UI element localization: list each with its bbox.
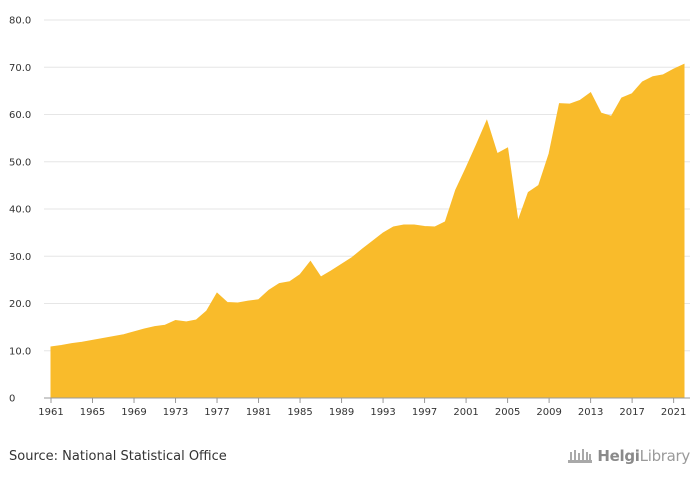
x-tick-label: 2005: [495, 407, 520, 418]
x-tick-label: 2021: [661, 407, 686, 418]
x-tick-label: 1961: [38, 407, 63, 418]
x-tick-label: 2017: [619, 407, 644, 418]
y-tick-label: 30.0: [9, 252, 31, 263]
y-axis: 0 10.0 20.0 30.0 40.0 50.0 60.0 70.0 80.0: [9, 16, 31, 405]
area-chart: 010.020.030.040.050.060.070.080.0 1961 19…: [9, 16, 690, 418]
y-tick-label: 10.0: [9, 346, 31, 357]
helgi-library-logo: HelgiLibrary: [567, 447, 690, 465]
x-tick-label: 1997: [412, 407, 437, 418]
x-axis: 1961 1965 1969 1973 1977 1981 1985 1989 1993 1997…: [38, 397, 690, 418]
y-tick-label: 80.0: [9, 16, 31, 27]
x-tick-label: 1989: [329, 407, 354, 418]
area-series-fill: [50, 63, 685, 399]
x-tick-label: 1973: [163, 407, 188, 418]
x-tick-label: 1965: [80, 407, 105, 418]
y-tick-label: 40.0: [9, 205, 31, 216]
library-icon: [568, 449, 593, 463]
logo-text-light: Library: [639, 447, 691, 465]
logo-text: HelgiLibrary: [597, 447, 690, 465]
x-tick-label: 1985: [287, 407, 312, 418]
area-series: [50, 63, 685, 399]
x-tick-label: 1993: [370, 407, 395, 418]
x-tick-label: 1977: [204, 407, 229, 418]
y-tick-label: 60.0: [9, 110, 31, 121]
y-tick-label: 70.0: [9, 63, 31, 74]
x-tick-label: 1969: [121, 407, 146, 418]
y-tick-label: 50.0: [9, 157, 31, 168]
x-tick-label: 2009: [536, 407, 561, 418]
x-tick-label: 2001: [453, 407, 478, 418]
x-tick-label: 2013: [578, 407, 603, 418]
x-tick-label: 1981: [246, 407, 271, 418]
y-tick-label: 0: [9, 394, 15, 405]
logo-text-bold: Helgi: [597, 447, 640, 465]
y-tick-label: 20.0: [9, 299, 31, 310]
source-note: Source: National Statistical Office: [9, 449, 227, 464]
